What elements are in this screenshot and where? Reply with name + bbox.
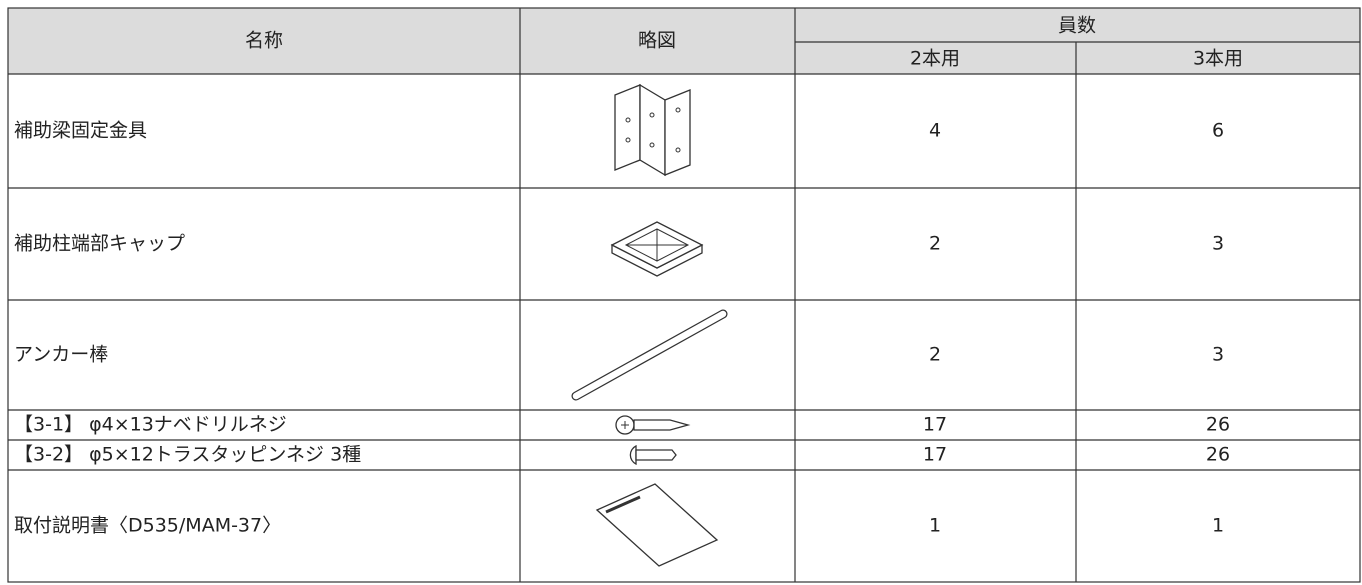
item-name: 【3-1】 φ4×13ナベドリルネジ xyxy=(14,414,287,436)
count-two: 17 xyxy=(923,414,947,436)
count-two: 17 xyxy=(923,444,947,466)
count-two: 2 xyxy=(929,344,941,366)
header-count: 員数 xyxy=(1058,15,1096,37)
count-three: 26 xyxy=(1206,444,1230,466)
item-name: 【3-2】 φ5×12トラスタッピンネジ 3種 xyxy=(14,444,361,466)
item-name: 補助柱端部キャップ xyxy=(14,233,185,255)
count-three: 3 xyxy=(1212,233,1224,255)
count-three: 6 xyxy=(1212,120,1224,142)
count-two: 2 xyxy=(929,233,941,255)
screw-icon xyxy=(629,444,677,466)
header-name: 名称 xyxy=(245,30,283,52)
count-three: 3 xyxy=(1212,344,1224,366)
manual-icon xyxy=(595,483,719,567)
table-grid xyxy=(7,7,1361,583)
rod-icon xyxy=(571,309,728,401)
screw-icon xyxy=(615,415,691,435)
header-bg xyxy=(8,8,1360,74)
count-three: 1 xyxy=(1212,515,1224,537)
item-name: アンカー棒 xyxy=(14,344,108,366)
header-two: 2本用 xyxy=(910,48,960,70)
count-three: 26 xyxy=(1206,414,1230,436)
count-two: 4 xyxy=(929,120,941,142)
header-sketch: 略図 xyxy=(638,30,676,52)
item-name: 補助梁固定金具 xyxy=(14,120,147,142)
item-name: 取付説明書〈D535/MAM-37〉 xyxy=(14,515,281,537)
count-two: 1 xyxy=(929,515,941,537)
header-three: 3本用 xyxy=(1193,48,1243,70)
bracket-icon xyxy=(614,83,691,177)
cap-icon xyxy=(610,221,704,277)
